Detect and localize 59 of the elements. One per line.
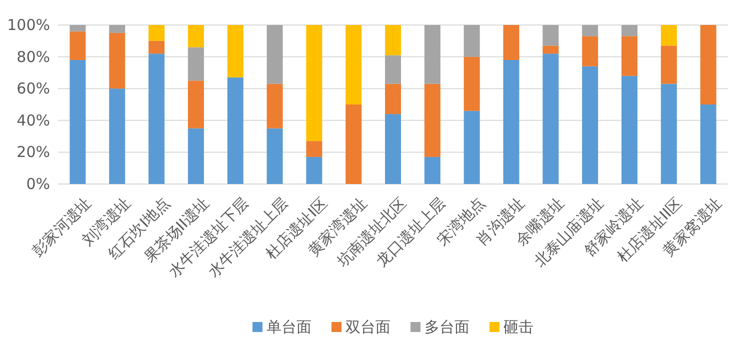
bar	[227, 25, 244, 78]
bar	[660, 25, 677, 46]
bar	[306, 141, 322, 157]
bar	[424, 156, 440, 184]
legend-label: 砸击	[504, 318, 534, 336]
y-tick-label: 40%	[16, 111, 50, 130]
legend-label: 单台面	[266, 318, 312, 336]
y-tick-label: 80%	[16, 48, 50, 66]
legend-label: 多台面	[424, 318, 470, 336]
bar	[266, 84, 283, 128]
bar	[346, 104, 362, 184]
bar	[582, 36, 598, 66]
bar	[70, 25, 86, 32]
bar	[542, 46, 559, 54]
bar	[424, 84, 440, 157]
bar	[542, 25, 559, 46]
bar	[582, 25, 598, 36]
bar	[188, 80, 204, 128]
bar	[385, 25, 401, 56]
bar	[700, 104, 716, 184]
bar	[306, 25, 322, 142]
bar	[621, 76, 638, 184]
bar	[109, 88, 126, 184]
bar	[542, 54, 559, 184]
bar	[109, 25, 126, 33]
bar	[503, 60, 520, 184]
y-tick-label: 100%	[7, 16, 50, 34]
y-tick-label: 20%	[16, 143, 50, 162]
bar	[464, 56, 480, 111]
bar	[266, 25, 283, 84]
bar	[148, 54, 165, 184]
bar	[70, 31, 86, 60]
bar	[424, 25, 440, 84]
bar	[346, 25, 362, 104]
bar	[109, 32, 126, 89]
y-tick-label: 0%	[26, 175, 50, 193]
bar	[266, 128, 283, 184]
bar	[464, 110, 480, 184]
bar	[503, 25, 520, 60]
bar	[148, 25, 165, 41]
bar	[582, 66, 598, 184]
bar	[148, 40, 165, 54]
bar	[188, 47, 204, 81]
bar	[227, 77, 244, 184]
bar	[385, 55, 401, 84]
bar	[70, 60, 86, 184]
bar	[188, 128, 204, 184]
bar	[464, 25, 480, 57]
y-tick-label: 60%	[16, 80, 50, 98]
bar	[621, 36, 638, 76]
bar	[385, 114, 401, 184]
bar	[660, 84, 677, 184]
bar	[621, 25, 638, 36]
bar	[660, 46, 677, 84]
bar	[700, 25, 716, 104]
bar	[306, 156, 322, 184]
bar	[385, 84, 401, 114]
bar	[188, 25, 204, 48]
legend-label: 双台面	[346, 318, 390, 336]
